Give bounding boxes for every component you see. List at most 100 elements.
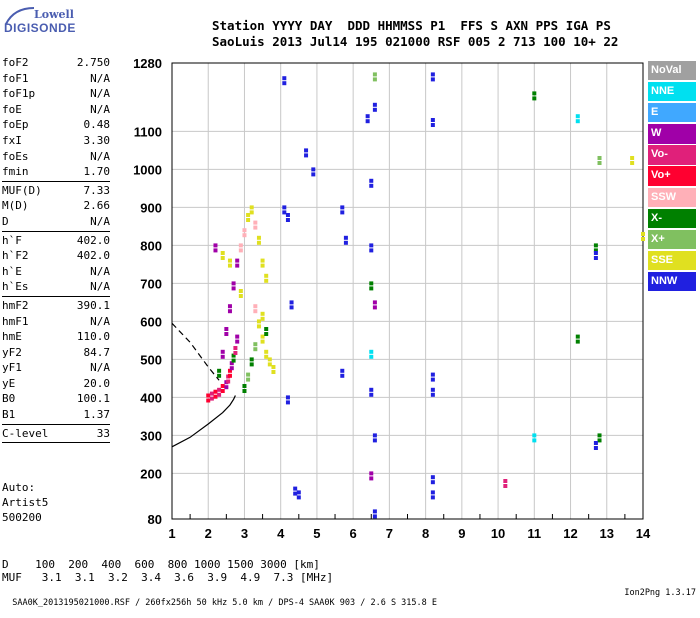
echo-point: [372, 514, 377, 519]
echo-point: [238, 243, 243, 248]
y-tick-label: 800: [140, 238, 162, 253]
param-value: 7.33: [83, 183, 111, 197]
param-name: foEs: [2, 149, 29, 163]
param-row: hmE 110.0: [2, 329, 110, 345]
x-tick-label: 6: [350, 526, 357, 541]
param-row: B1 1.37: [2, 407, 110, 423]
echo-point: [430, 72, 435, 77]
echo-point: [372, 77, 377, 82]
echo-point: [213, 394, 218, 399]
echo-point: [430, 118, 435, 122]
echo-point: [575, 114, 580, 119]
ionogram-chart: 1 2 3 4 5 6 7 8 9 10 11 12 13 14 80200300400500600700…: [133, 56, 651, 541]
echo-point: [260, 316, 265, 321]
muf-table: D 100 200 400 600 800 1000 1500 3000 [km…: [2, 558, 333, 584]
echo-point: [220, 256, 225, 260]
echo-point: [224, 385, 229, 390]
echo-point: [249, 362, 254, 367]
param-name: yF1: [2, 361, 22, 375]
logo-digisonde-text: DIGISONDE: [4, 21, 76, 35]
logo-lowell-text: Lowell: [34, 8, 74, 21]
param-name: h`Es: [2, 280, 29, 294]
param-row: h`F2 402.0: [2, 248, 110, 264]
echo-point: [253, 225, 258, 230]
param-value: N/A: [90, 214, 110, 228]
echo-point: [296, 495, 301, 500]
echo-point: [340, 205, 345, 210]
y-tick-label: 1280: [133, 56, 162, 71]
param-value: 3.30: [83, 133, 111, 147]
auto-program: Artist5: [2, 496, 49, 509]
scaled-parameters-table: foF2 2.750 foF1 N/A foF1p N/A foE N/A foEp 0.48 fx…: [2, 55, 110, 444]
param-name: foF1: [2, 71, 29, 85]
echo-point: [217, 368, 222, 373]
echo-point: [253, 304, 258, 309]
echo-point: [260, 263, 265, 268]
echo-point: [369, 178, 374, 183]
param-row: h`F 402.0: [2, 233, 110, 249]
param-row: B0 100.1: [2, 391, 110, 407]
echo-point: [238, 294, 243, 298]
param-row: fmin 1.70: [2, 164, 110, 180]
topside-profile-dashed: [171, 322, 220, 381]
legend-item: X-: [648, 208, 696, 228]
echo-point: [226, 379, 231, 384]
echo-point: [238, 289, 243, 293]
logo-arc-icon: [5, 7, 35, 25]
echo-point: [340, 368, 345, 373]
echo-point: [340, 373, 345, 378]
echo-point: [597, 161, 602, 165]
echo-point: [532, 96, 537, 101]
param-row: foF1 N/A: [2, 71, 110, 87]
legend-item: W: [648, 124, 696, 144]
legend-item: NNE: [648, 82, 696, 102]
echo-point: [430, 480, 435, 485]
param-value: 20.0: [83, 376, 111, 390]
echo-point: [260, 339, 265, 344]
echo-point: [220, 384, 225, 388]
echo-point: [227, 309, 232, 314]
param-row: h`E N/A: [2, 264, 110, 280]
echo-point: [372, 305, 377, 310]
y-tick-label: 1100: [134, 124, 162, 139]
echo-point: [242, 228, 247, 233]
echo-point: [220, 349, 225, 354]
echo-point: [227, 263, 232, 268]
echo-point: [242, 389, 247, 393]
chart-profiles: [171, 322, 236, 448]
echo-point: [253, 220, 258, 225]
echo-point: [249, 357, 254, 362]
echo-point: [271, 370, 276, 374]
param-row: M(D) 2.66: [2, 198, 110, 214]
echo-point: [260, 311, 265, 316]
echo-point: [597, 433, 602, 438]
echo-point: [242, 233, 247, 238]
param-row: h`Es N/A: [2, 279, 110, 295]
echo-point: [311, 167, 316, 172]
echo-point: [246, 372, 251, 377]
echo-point: [369, 354, 374, 359]
echo-point: [369, 243, 374, 248]
file-footer: SAA0K_2013195021000.RSF / 260fx256h 50 k…: [2, 588, 698, 618]
y-tick-label: 900: [140, 200, 162, 215]
legend-item: Vo+: [648, 166, 696, 186]
echo-point: [235, 339, 240, 344]
legend-item: NoVal: [648, 61, 696, 81]
echo-point: [264, 327, 269, 331]
echo-point: [372, 102, 377, 107]
param-name: B1: [2, 408, 16, 422]
legend-item: X+: [648, 229, 696, 250]
echo-point: [503, 479, 508, 483]
echo-point: [430, 392, 435, 397]
echo-point: [369, 183, 374, 188]
param-name: h`F: [2, 233, 22, 247]
echo-point: [630, 161, 635, 165]
echo-point: [260, 258, 265, 263]
param-row: MUF(D) 7.33: [2, 183, 110, 199]
echo-point: [430, 490, 435, 495]
echo-point: [365, 119, 370, 124]
echo-point: [213, 389, 218, 394]
echo-point: [285, 213, 290, 217]
echo-point: [593, 256, 598, 260]
echo-point: [532, 91, 537, 96]
